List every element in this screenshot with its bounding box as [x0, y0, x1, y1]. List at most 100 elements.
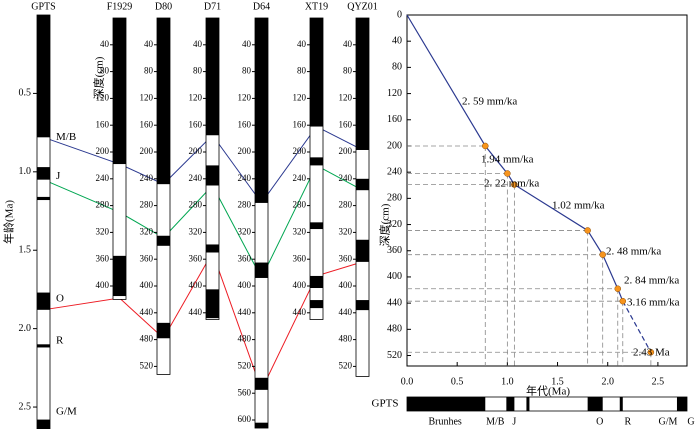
normal-polarity	[407, 397, 486, 411]
normal-polarity	[37, 167, 50, 180]
y-tick-label: 280	[387, 193, 402, 204]
depth-tick-label: 80	[242, 66, 252, 76]
depth-tick-label: 40	[100, 39, 110, 49]
depth-tick-label: 280	[189, 200, 203, 210]
rate-label: 2. 59 mm/ka	[462, 96, 517, 108]
depth-tick-label: 200	[339, 146, 353, 156]
polarity-label: G	[687, 416, 694, 427]
depth-tick-label: 80	[297, 66, 307, 76]
y-tick-label: 40	[392, 35, 402, 46]
column-label: XT19	[305, 1, 328, 12]
y-tick-label: 80	[392, 62, 402, 73]
depth-tick-label: 40	[297, 39, 307, 49]
depth-tick-label: 240	[339, 173, 353, 183]
y-tick-label: 400	[387, 271, 402, 282]
y-tick-label: 200	[387, 140, 402, 151]
y-tick-label: 0.5	[19, 88, 32, 99]
polarity-label: O	[56, 292, 64, 304]
polarity-label: M/B	[56, 131, 76, 143]
depth-tick-label: 80	[100, 66, 110, 76]
depth-tick-label: 280	[96, 200, 110, 210]
depth-tick-label: 80	[144, 66, 154, 76]
depth-tick-label: 320	[140, 226, 154, 236]
depth-tick-label: 400	[238, 280, 252, 290]
normal-polarity	[310, 300, 323, 309]
depth-tick-label: 480	[339, 334, 353, 344]
age-axis-label: 年龄(Ma)	[2, 200, 16, 244]
depth-tick-label: 200	[96, 146, 110, 156]
column-label: D80	[155, 1, 172, 12]
depth-tick-label: 120	[238, 92, 252, 102]
normal-polarity	[526, 397, 530, 411]
normal-polarity	[37, 15, 50, 138]
depth-tick-label: 280	[293, 200, 307, 210]
normal-polarity	[37, 344, 50, 348]
y-tick-label: 2.0	[19, 323, 32, 334]
depth-tick-label: 360	[293, 253, 307, 263]
depth-tick-label: 440	[339, 307, 353, 317]
normal-polarity	[37, 419, 50, 429]
gpts-bar-label: GPTS	[372, 398, 399, 410]
normal-polarity	[310, 18, 323, 127]
column-label: F1929	[107, 1, 133, 12]
x-axis-label: 年代(Ma)	[526, 384, 570, 398]
depth-tick-label: 360	[339, 253, 353, 263]
depth-tick-label: 160	[189, 119, 203, 129]
depth-tick-label: 120	[339, 92, 353, 102]
y-axis-label: 深度(cm)	[378, 203, 392, 246]
normal-polarity	[157, 18, 170, 185]
polarity-label: G/M	[56, 405, 77, 417]
gpts-bar	[407, 397, 687, 411]
depth-tick-label: 600	[238, 414, 252, 424]
depth-tick-label: 400	[96, 280, 110, 290]
polarity-label: R	[624, 416, 631, 427]
normal-polarity	[157, 322, 170, 339]
data-point	[599, 251, 606, 258]
y-tick-label: 440	[387, 297, 402, 308]
depth-tick-label: 520	[238, 360, 252, 370]
depth-tick-label: 280	[339, 200, 353, 210]
depth-tick-label: 320	[293, 226, 307, 236]
polarity-label: J	[512, 416, 516, 427]
gpts-column	[37, 15, 50, 429]
rate-label: 1.94 mm/ka	[481, 154, 534, 166]
depth-tick-label: 520	[140, 360, 154, 370]
normal-polarity	[255, 422, 268, 429]
depth-tick-label: 120	[189, 92, 203, 102]
depth-label: 深度(cm)	[92, 56, 106, 99]
normal-polarity	[206, 18, 219, 136]
depth-tick-label: 240	[189, 173, 203, 183]
polarity-label: Brunhes	[428, 416, 461, 427]
polarity-label: M/B	[486, 416, 505, 427]
normal-polarity	[206, 244, 219, 253]
x-tick-label: 0.0	[401, 376, 414, 387]
depth-tick-label: 40	[193, 39, 203, 49]
depth-tick-label: 400	[293, 280, 307, 290]
y-tick-label: 1.0	[19, 166, 32, 177]
depth-tick-label: 360	[189, 253, 203, 263]
normal-polarity	[676, 397, 687, 411]
depth-tick-label: 440	[189, 307, 203, 317]
depth-tick-label: 440	[238, 307, 252, 317]
normal-polarity	[587, 397, 603, 411]
normal-polarity	[506, 397, 515, 411]
rate-label: 3.16 mm/ka	[627, 297, 680, 309]
depth-tick-label: 320	[189, 226, 203, 236]
normal-polarity	[356, 18, 369, 150]
depth-tick-label: 160	[238, 119, 252, 129]
depth-tick-label: 80	[193, 66, 203, 76]
line	[406, 14, 624, 302]
normal-polarity	[113, 255, 126, 297]
polarity-label: J	[56, 170, 61, 182]
depth-tick-label: 440	[293, 307, 307, 317]
depth-tick-label: 40	[343, 39, 353, 49]
normal-polarity	[37, 292, 50, 310]
depth-tick-label: 240	[96, 173, 110, 183]
depth-tick-label: 480	[140, 334, 154, 344]
depth-tick-label: 240	[293, 173, 307, 183]
normal-polarity	[113, 18, 126, 165]
normal-polarity	[157, 235, 170, 246]
normal-polarity	[255, 377, 268, 390]
depth-tick-label: 120	[140, 92, 154, 102]
